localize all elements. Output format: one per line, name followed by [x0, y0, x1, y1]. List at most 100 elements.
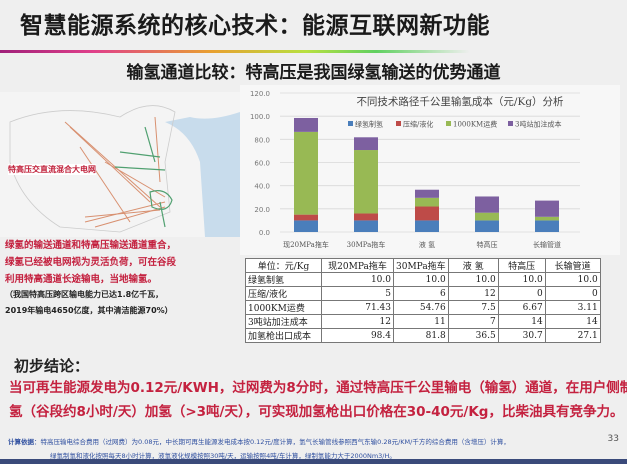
- bar-segment: [475, 196, 499, 213]
- row-label: 绿氢制氢: [245, 272, 322, 287]
- table-row: 压缩/液化 5 6 12 0 0: [245, 286, 601, 301]
- legend-swatch: [396, 121, 401, 126]
- x-tick-label: 液 氢: [419, 240, 435, 249]
- table-cell: 54.76: [393, 300, 449, 315]
- table-row: 加氢枪出口成本 98.4 81.8 36.5 30.7 27.1: [245, 328, 601, 343]
- footnote-line: 绿氢制氢和液化按照每天8小时计算，液氢液化规模按照30吨/天，运输按照4吨/车计…: [50, 452, 396, 460]
- row-label: 压缩/液化: [245, 286, 322, 301]
- x-tick-label: 特高压: [477, 240, 498, 249]
- table-cell: 7.5: [447, 300, 499, 315]
- table-cell: 10.0: [393, 272, 449, 287]
- table-cell: 30.7: [497, 328, 546, 343]
- table-cell: 现20MPa拖车: [321, 258, 394, 273]
- bar-segment: [354, 213, 378, 221]
- bar-segment: [294, 220, 318, 232]
- y-tick-label: 40.0: [254, 183, 270, 191]
- slide-title: 智慧能源系统的核心技术：能源互联网新功能: [20, 13, 490, 39]
- table-cell: 30MPa拖车: [393, 258, 449, 273]
- y-tick-label: 120.0: [250, 90, 270, 98]
- left-note-line: （我国特高压跨区输电能力已达1.8亿千瓦，: [5, 290, 164, 299]
- left-text-line: 绿氢的输送通道和特高压输送通道重合，: [5, 240, 177, 251]
- footnote-label: 计算依据: [8, 438, 34, 446]
- left-note-line: 2019年输电4650亿度，其中清洁能源70%）: [5, 306, 173, 315]
- table-row: 绿氢制氢 10.0 10.0 10.0 10.0 10.0: [245, 272, 601, 287]
- x-tick-label: 长输管道: [533, 240, 561, 249]
- x-tick-label: 现20MPa拖车: [283, 240, 329, 249]
- table-row: 3吨站加注成本 12 11 7 14 14: [245, 314, 601, 329]
- legend-swatch: [348, 121, 353, 126]
- left-text-line: 利用特高通道长途输电，当地输氢。: [5, 274, 158, 285]
- table-cell: 长输管道: [544, 258, 601, 273]
- table-cell: 0: [497, 286, 546, 301]
- table-cell: 14: [544, 314, 601, 329]
- bar-segment: [475, 212, 499, 221]
- row-label: 3吨站加注成本: [245, 314, 322, 329]
- table-cell: 27.1: [544, 328, 601, 343]
- table-cell: 6: [393, 286, 449, 301]
- table-cell: 10.0: [321, 272, 394, 287]
- legend-swatch: [508, 121, 513, 126]
- page-number: 33: [607, 434, 619, 444]
- bar-segment: [354, 150, 378, 214]
- table-cell: 10.0: [544, 272, 601, 287]
- legend-label: 1000KM运费: [453, 120, 497, 129]
- bar-segment: [294, 117, 318, 132]
- bottom-bar: [0, 459, 627, 464]
- stacked-bar-chart: 0.0 20.0 40.0 60.0 80.0 100.0 120.0 现20MPa拖车 30M…: [240, 85, 620, 255]
- bar-segment: [294, 131, 318, 215]
- y-tick-label: 100.0: [250, 113, 270, 121]
- map-label: 特高压交直流混合大电网: [8, 164, 96, 175]
- legend-swatch: [446, 121, 451, 126]
- table-cell: 11: [393, 314, 449, 329]
- legend-label: 3吨站加注成本: [515, 120, 561, 129]
- table-cell: 3.11: [544, 300, 601, 315]
- bar-segment: [415, 189, 439, 198]
- bar-segment: [535, 220, 559, 232]
- bar-segment: [354, 220, 378, 232]
- footnote-text: ：特高压输电综合费用（过网费）为0.08元，中长期可再生能源发电成本按0.12元…: [34, 438, 510, 446]
- conclusion-heading: 初步结论：: [14, 357, 90, 375]
- bar-segment: [354, 137, 378, 151]
- table-cell: 0: [544, 286, 601, 301]
- conclusion-line: 氢（谷段约8小时/天）加氢（>3吨/天），可实现加氢枪出口价格在30-40元/K…: [9, 404, 624, 420]
- legend-label: 绿氢制氢: [355, 120, 383, 129]
- footnote-line: 计算依据：特高压输电综合费用（过网费）为0.08元，中长期可再生能源发电成本按0…: [8, 436, 510, 446]
- bar-segment: [415, 220, 439, 232]
- table-cell: 36.5: [447, 328, 499, 343]
- table-cell: 6.67: [497, 300, 546, 315]
- y-tick-label: 0.0: [259, 229, 270, 237]
- row-label: 加氢枪出口成本: [245, 328, 322, 343]
- chart-title: 不同技术路径千公里输氢成本（元/Kg）分析: [356, 95, 564, 108]
- conclusion-line: 当可再生能源发电为0.12元/KWH，过网费为8分时，通过特高压千公里输电（输氢…: [9, 380, 627, 396]
- table-cell: 81.8: [393, 328, 449, 343]
- legend-label: 压缩/液化: [403, 120, 433, 129]
- table-cell: 14: [497, 314, 546, 329]
- table-cell: 98.4: [321, 328, 394, 343]
- x-tick-label: 30MPa拖车: [347, 240, 386, 249]
- bar-segment: [294, 214, 318, 221]
- title-divider: [0, 50, 470, 53]
- bar-segment: [415, 197, 439, 207]
- bar-segment: [415, 206, 439, 221]
- row-label: 单位：元/Kg: [245, 258, 322, 273]
- y-tick-label: 80.0: [254, 136, 270, 144]
- cost-table: 单位：元/Kg 现20MPa拖车 30MPa拖车液 氢特高压 长输管道 绿氢制氢 10.0…: [245, 258, 601, 343]
- row-label: 1000KM运费: [245, 300, 322, 315]
- y-tick-label: 20.0: [254, 206, 270, 214]
- table-cell: 71.43: [321, 300, 394, 315]
- slide-subtitle: 输氢通道比较：特高压是我国绿氢输送的优势通道: [126, 63, 501, 83]
- table-cell: 7: [447, 314, 499, 329]
- bar-segment: [535, 216, 559, 221]
- table-cell: 10.0: [497, 272, 546, 287]
- y-tick-label: 60.0: [254, 160, 270, 168]
- table-cell: 10.0: [447, 272, 499, 287]
- left-text-line: 绿氢已经被电网视为灵活负荷，可在谷段: [5, 257, 177, 268]
- bar-segment: [475, 220, 499, 232]
- bar-segment: [535, 200, 559, 217]
- table-cell: 液 氢: [447, 258, 499, 273]
- table-cell: 5: [321, 286, 394, 301]
- table-cell: 12: [447, 286, 499, 301]
- table-header-row: 单位：元/Kg 现20MPa拖车 30MPa拖车液 氢特高压 长输管道: [245, 258, 601, 273]
- table-row: 1000KM运费 71.43 54.76 7.5 6.67 3.11: [245, 300, 601, 315]
- table-cell: 12: [321, 314, 394, 329]
